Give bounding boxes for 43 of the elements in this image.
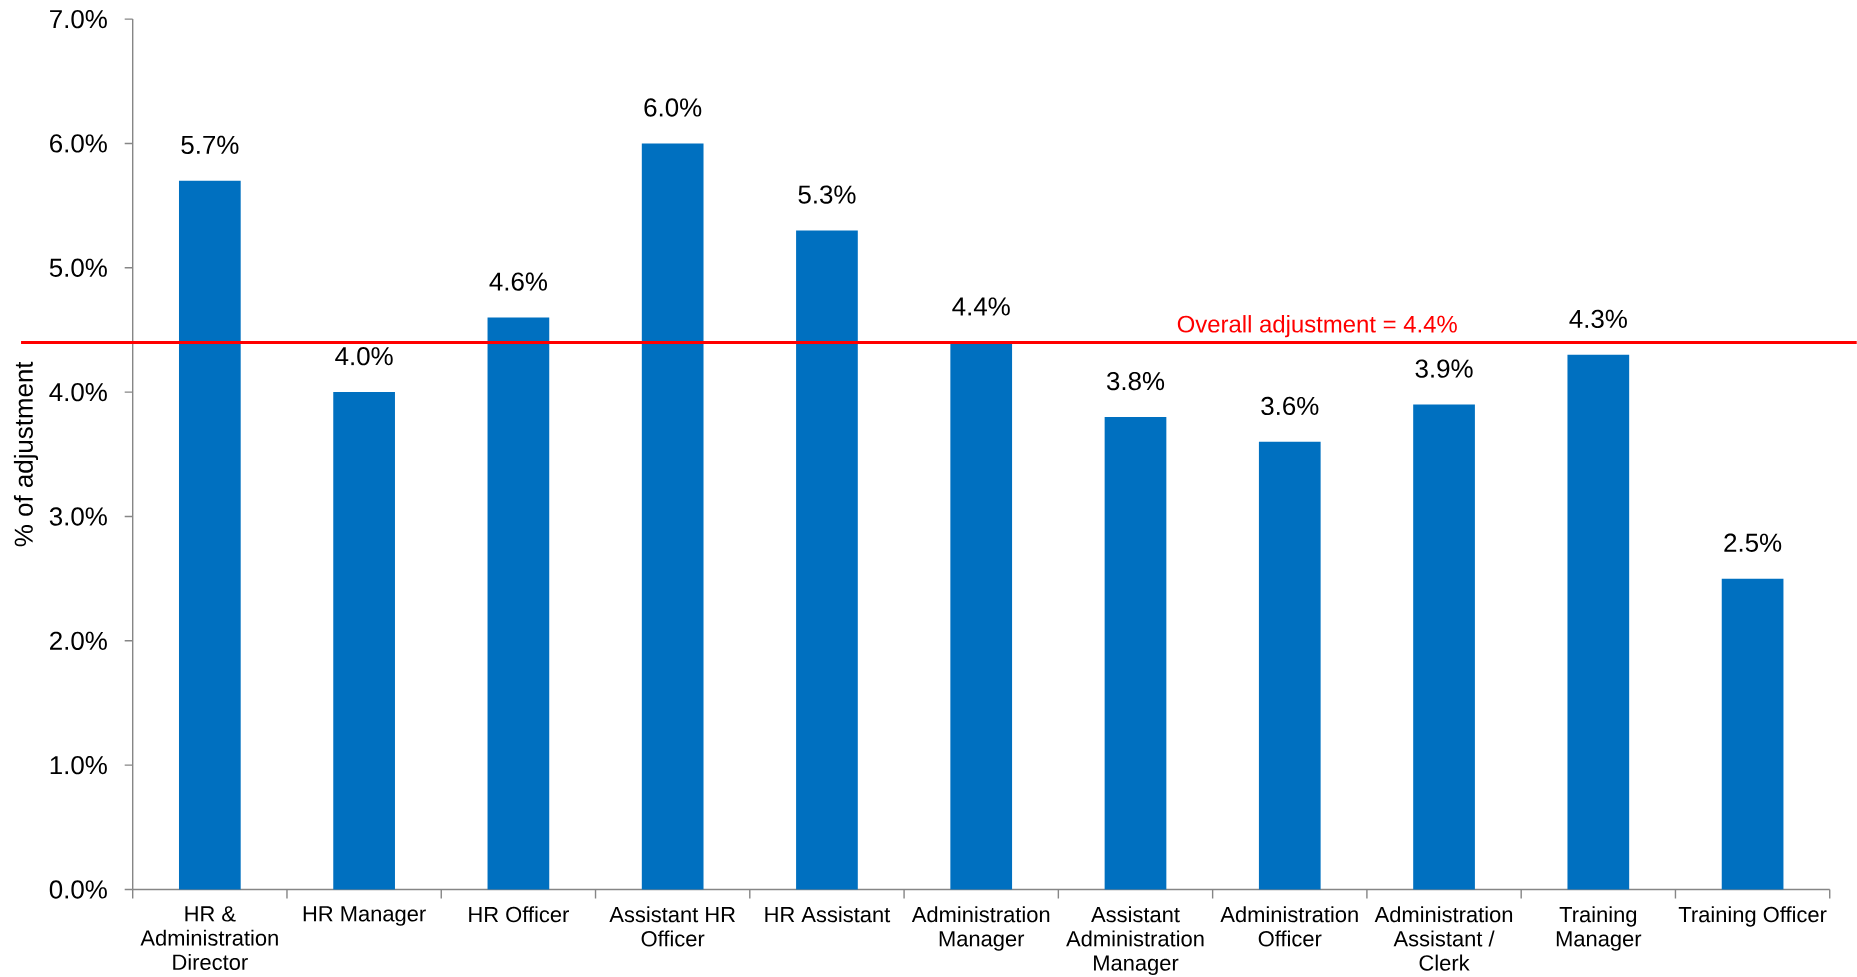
bar — [950, 342, 1013, 890]
y-tick-label: 7.0% — [50, 9, 107, 29]
data-label: 3.9% — [1415, 359, 1473, 378]
bar — [1104, 416, 1167, 890]
ref-line-label: Overall adjustment = 4.4% — [1177, 315, 1457, 338]
bar — [641, 143, 704, 890]
bar — [1413, 404, 1475, 890]
bar — [1567, 354, 1630, 890]
y-tick-label: 1.0% — [50, 755, 107, 775]
bar — [178, 180, 241, 890]
x-tick-label: Administration Officer — [1220, 906, 1358, 947]
bar — [796, 230, 858, 890]
y-axis-title: % of adjustment — [13, 361, 39, 547]
data-label: 6.0% — [644, 98, 702, 117]
x-tick-label: Assistant Administration Manager — [1066, 906, 1204, 976]
y-tick-label: 2.0% — [50, 631, 107, 650]
y-tick-label: 0.0% — [49, 880, 107, 899]
bar — [487, 317, 550, 890]
data-label: 3.6% — [1261, 396, 1319, 416]
data-label: 4.4% — [952, 297, 1010, 316]
x-tick-label: Administration Assistant / Clerk — [1374, 906, 1513, 971]
data-label: 4.3% — [1569, 309, 1627, 329]
x-tick-label: Training Officer — [1678, 906, 1827, 927]
data-label: 2.5% — [1724, 533, 1782, 552]
y-tick-label: 3.0% — [49, 507, 107, 526]
y-tick-label: 5.0% — [49, 258, 107, 277]
bar — [1721, 578, 1784, 890]
data-label: 3.8% — [1106, 371, 1165, 391]
bar — [1258, 441, 1321, 890]
data-label: 4.0% — [335, 347, 393, 366]
data-label: 4.6% — [489, 272, 547, 291]
data-label: 5.3% — [798, 185, 856, 204]
y-tick-label: 4.0% — [49, 382, 107, 402]
x-tick-label: Administration Manager — [911, 906, 1050, 951]
x-tick-label: HR Manager — [303, 906, 426, 926]
bar — [333, 392, 395, 890]
x-tick-label: HR & Administration Director — [140, 906, 278, 970]
x-tick-label: Assistant HR Officer — [609, 906, 735, 947]
y-tick-label: 6.0% — [50, 134, 107, 153]
x-tick-label: HR Assistant — [765, 906, 891, 923]
x-tick-label: Training Manager — [1556, 906, 1642, 951]
x-tick-label: HR Officer — [469, 906, 569, 923]
data-label: 5.7% — [181, 135, 239, 154]
